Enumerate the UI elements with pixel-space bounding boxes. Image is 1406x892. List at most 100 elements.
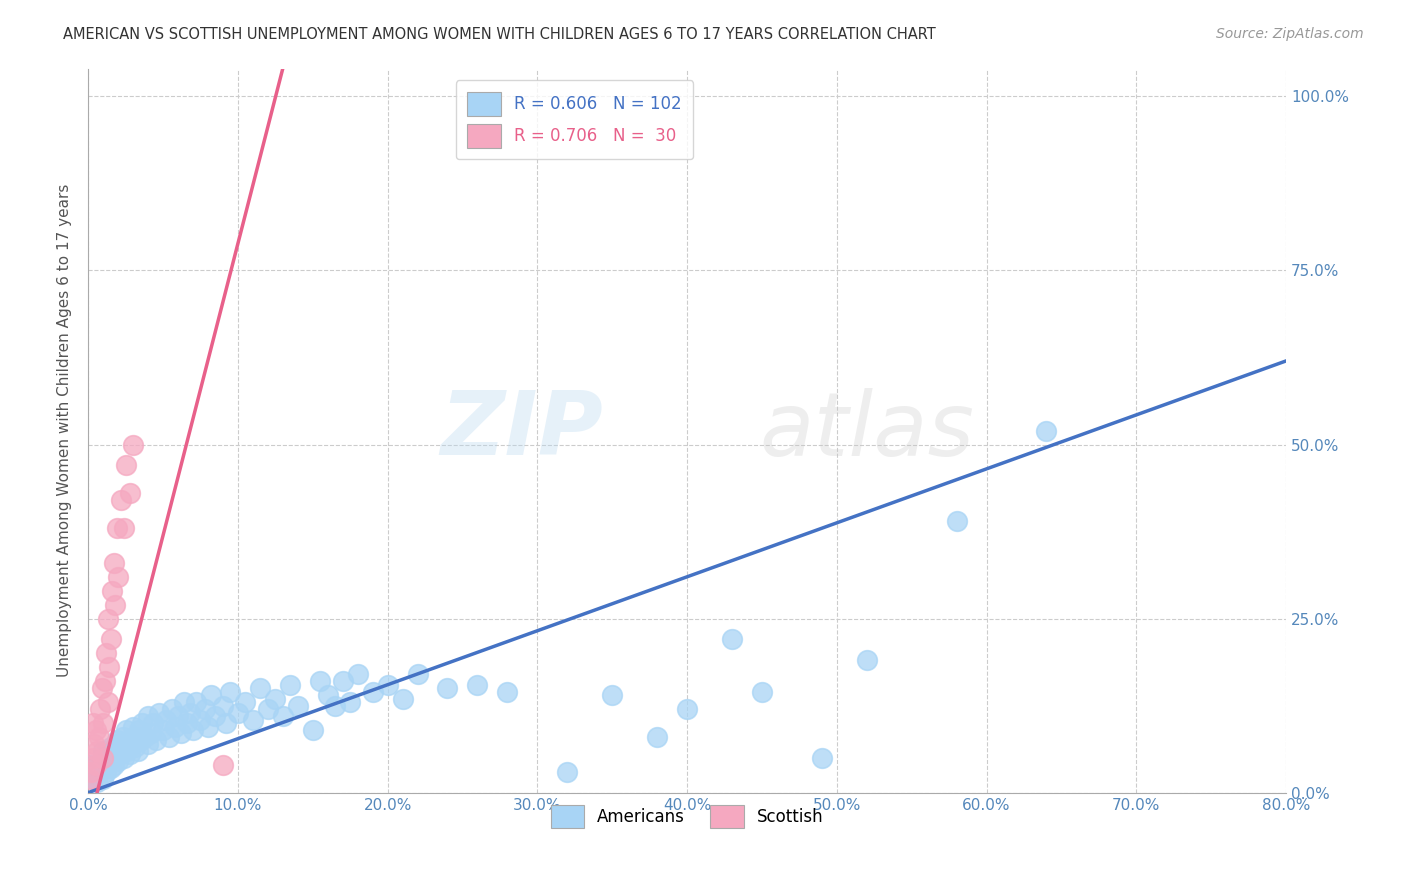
Point: [129, 733, 152, 747]
Point: [141, 716, 163, 731]
Point: [98, 660, 121, 674]
Point: [176, 716, 198, 731]
Point: [107, 737, 129, 751]
Point: [721, 632, 744, 647]
Point: [496, 684, 519, 698]
Point: [82, 772, 104, 786]
Point: [91, 716, 114, 731]
Point: [751, 684, 773, 698]
Point: [97, 695, 120, 709]
Point: [134, 730, 156, 744]
Point: [91, 744, 114, 758]
Point: [120, 486, 142, 500]
Point: [105, 733, 128, 747]
Point: [107, 570, 129, 584]
Point: [84, 723, 107, 737]
Point: [249, 681, 271, 696]
Point: [115, 744, 138, 758]
Point: [136, 709, 159, 723]
Point: [124, 740, 146, 755]
Point: [110, 740, 132, 755]
Point: [170, 726, 193, 740]
Point: [157, 730, 180, 744]
Point: [391, 691, 413, 706]
Point: [86, 744, 108, 758]
Point: [339, 695, 361, 709]
Point: [82, 716, 104, 731]
Point: [256, 702, 278, 716]
Point: [346, 667, 368, 681]
Point: [152, 723, 174, 737]
Point: [155, 713, 177, 727]
Point: [197, 719, 219, 733]
Point: [114, 737, 136, 751]
Point: [101, 751, 124, 765]
Point: [173, 695, 195, 709]
Point: [111, 730, 134, 744]
Point: [94, 764, 117, 779]
Point: [93, 674, 115, 689]
Point: [86, 775, 108, 789]
Point: [811, 751, 834, 765]
Point: [79, 772, 101, 786]
Point: [104, 598, 127, 612]
Point: [114, 723, 136, 737]
Point: [89, 702, 111, 716]
Point: [122, 719, 145, 733]
Point: [179, 706, 201, 720]
Point: [212, 698, 235, 713]
Point: [83, 761, 105, 775]
Point: [131, 716, 153, 731]
Point: [89, 764, 111, 779]
Point: [204, 709, 226, 723]
Point: [120, 747, 142, 762]
Point: [103, 556, 125, 570]
Point: [91, 751, 114, 765]
Text: ZIP: ZIP: [440, 387, 603, 474]
Point: [107, 754, 129, 768]
Point: [94, 647, 117, 661]
Point: [104, 744, 127, 758]
Point: [98, 754, 121, 768]
Legend: Americans, Scottish: Americans, Scottish: [544, 798, 830, 835]
Point: [84, 768, 107, 782]
Point: [90, 681, 112, 696]
Point: [436, 681, 458, 696]
Point: [91, 772, 114, 786]
Point: [103, 757, 125, 772]
Text: atlas: atlas: [759, 388, 974, 474]
Point: [139, 726, 162, 740]
Point: [80, 764, 103, 779]
Point: [309, 674, 332, 689]
Point: [194, 702, 217, 716]
Point: [112, 751, 135, 765]
Point: [600, 688, 623, 702]
Point: [93, 757, 115, 772]
Point: [82, 751, 104, 765]
Point: [91, 761, 114, 775]
Point: [406, 667, 429, 681]
Point: [1035, 424, 1057, 438]
Point: [114, 458, 136, 473]
Point: [323, 698, 346, 713]
Point: [332, 674, 354, 689]
Point: [148, 706, 170, 720]
Point: [555, 764, 578, 779]
Point: [136, 737, 159, 751]
Point: [100, 740, 122, 755]
Point: [125, 730, 148, 744]
Point: [108, 747, 131, 762]
Point: [97, 747, 120, 762]
Point: [100, 632, 122, 647]
Point: [264, 691, 287, 706]
Point: [84, 757, 107, 772]
Point: [181, 723, 204, 737]
Point: [945, 514, 967, 528]
Point: [83, 737, 105, 751]
Point: [160, 702, 183, 716]
Point: [226, 706, 249, 720]
Point: [467, 678, 489, 692]
Y-axis label: Unemployment Among Women with Children Ages 6 to 17 years: Unemployment Among Women with Children A…: [58, 184, 72, 677]
Point: [117, 733, 139, 747]
Point: [242, 713, 264, 727]
